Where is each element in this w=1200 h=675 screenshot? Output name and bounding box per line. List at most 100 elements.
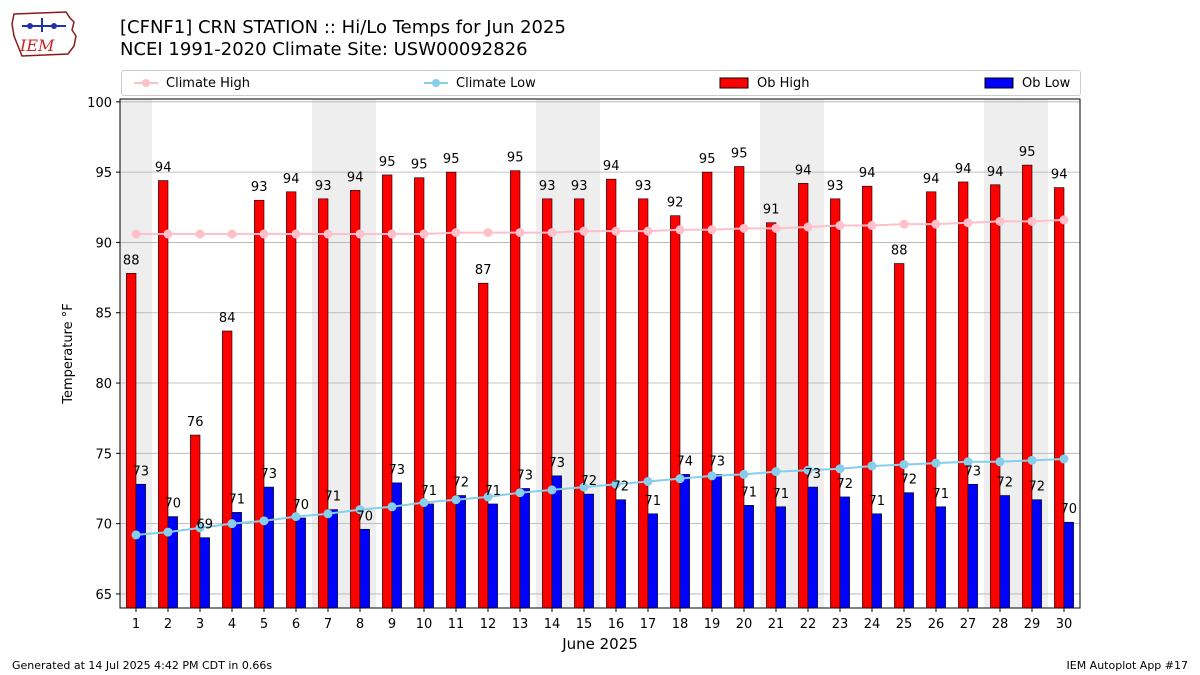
ob-low-bar: [487, 503, 498, 609]
climate-high-point: [227, 229, 237, 239]
x-tick-label: 1: [132, 617, 140, 632]
ob-low-value-label: 74: [677, 454, 694, 469]
ob-high-bar: [1054, 187, 1065, 609]
ob-low-bar: [455, 495, 466, 609]
ob-low-value-label: 71: [421, 484, 438, 499]
ob-low-value-label: 73: [805, 467, 822, 482]
ob-high-value-label: 95: [699, 152, 716, 167]
climate-high-point: [867, 221, 877, 231]
ob-high-value-label: 93: [539, 179, 556, 194]
ob-high-value-label: 84: [219, 311, 236, 326]
climate-high-point: [579, 226, 589, 236]
ob-low-bar: [967, 483, 978, 609]
svg-text:IEM: IEM: [19, 36, 55, 55]
ob-low-value-label: 73: [517, 468, 534, 483]
climate-high-point: [675, 225, 685, 235]
climate-low-point: [995, 457, 1005, 467]
x-tick-label: 5: [260, 617, 268, 632]
legend-label-climate-low: Climate Low: [456, 75, 536, 91]
ob-low-bar: [935, 506, 946, 609]
x-tick-label: 14: [544, 617, 561, 632]
climate-high-point: [483, 228, 493, 238]
ob-high-value-label: 94: [603, 159, 620, 174]
legend-item-ob-high: Ob High: [719, 71, 810, 95]
ob-high-bar: [830, 198, 841, 609]
x-tick-label: 13: [512, 617, 529, 632]
ob-low-bar: [327, 509, 338, 609]
y-tick-label: 65: [95, 588, 112, 603]
climate-low-point: [1059, 454, 1069, 464]
ob-high-bar: [446, 171, 457, 609]
ob-low-bar: [583, 493, 594, 609]
ob-low-value-label: 70: [1061, 502, 1078, 517]
climate-high-point: [355, 229, 365, 239]
climate-low-point: [483, 492, 493, 502]
ob-low-value-label: 73: [261, 467, 278, 482]
ob-high-bar: [766, 222, 777, 609]
ob-low-bar-swatch: [984, 77, 1014, 89]
ob-high-bar: [798, 183, 809, 609]
ob-low-bar: [711, 474, 722, 609]
ob-low-value-label: 71: [229, 492, 246, 507]
climate-high-point: [131, 229, 141, 239]
ob-high-bar: [926, 191, 937, 609]
ob-low-value-label: 73: [133, 464, 150, 479]
ob-low-bar: [615, 499, 626, 609]
ob-high-bar: [606, 178, 617, 609]
climate-low-point: [675, 474, 685, 484]
ob-low-value-label: 71: [485, 484, 502, 499]
x-tick-label: 29: [1024, 617, 1041, 632]
climate-low-point: [547, 485, 557, 495]
x-tick-label: 25: [896, 617, 913, 632]
ob-high-value-label: 94: [955, 162, 972, 177]
y-tick-label: 95: [95, 166, 112, 181]
ob-low-bar: [423, 503, 434, 609]
ob-high-bar: [734, 166, 745, 609]
climate-high-point: [963, 218, 973, 228]
ob-low-value-label: 73: [389, 463, 406, 478]
ob-low-value-label: 70: [293, 498, 310, 513]
climate-low-point: [515, 488, 525, 498]
x-tick-label: 6: [292, 617, 300, 632]
climate-low-point: [835, 464, 845, 474]
x-tick-label: 19: [704, 617, 721, 632]
x-tick-label: 20: [736, 617, 753, 632]
ob-low-bar: [295, 517, 306, 609]
x-tick-label: 22: [800, 617, 817, 632]
y-tick-label: 90: [95, 236, 112, 251]
climate-low-point: [931, 458, 941, 468]
climate-low-point: [355, 505, 365, 515]
climate-high-point: [835, 221, 845, 231]
ob-high-bar: [126, 273, 137, 609]
x-tick-label: 4: [228, 617, 236, 632]
ob-low-bar: [775, 506, 786, 609]
climate-low-point: [899, 460, 909, 470]
ob-low-value-label: 72: [581, 474, 598, 489]
ob-high-bar: [638, 198, 649, 609]
ob-low-bar: [391, 482, 402, 609]
legend: Climate High Climate Low Ob High Ob Low: [121, 70, 1081, 96]
legend-item-climate-low: Climate Low: [424, 71, 536, 95]
ob-low-bar: [135, 483, 146, 609]
climate-low-line-swatch: [424, 79, 448, 87]
chart-subtitle: NCEI 1991-2020 Climate Site: USW00092826: [120, 39, 528, 60]
ob-high-bar: [702, 171, 713, 609]
ob-low-value-label: 72: [837, 477, 854, 492]
ob-high-value-label: 95: [731, 146, 748, 161]
legend-label-ob-low: Ob Low: [1022, 75, 1071, 91]
ob-low-bar: [519, 488, 530, 609]
climate-high-point: [387, 229, 397, 239]
ob-high-value-label: 93: [571, 179, 588, 194]
ob-low-value-label: 70: [165, 497, 182, 512]
climate-low-line: [135, 457, 1065, 536]
ob-high-value-label: 91: [763, 203, 780, 218]
climate-high-point: [259, 229, 269, 239]
x-tick-label: 24: [864, 617, 881, 632]
climate-low-point: [259, 516, 269, 526]
ob-high-bar: [542, 198, 553, 609]
x-tick-label: 7: [324, 617, 332, 632]
ob-high-value-label: 94: [795, 163, 812, 178]
x-tick-label: 18: [672, 617, 689, 632]
ob-high-value-label: 94: [1051, 168, 1068, 183]
x-tick-label: 21: [768, 617, 785, 632]
